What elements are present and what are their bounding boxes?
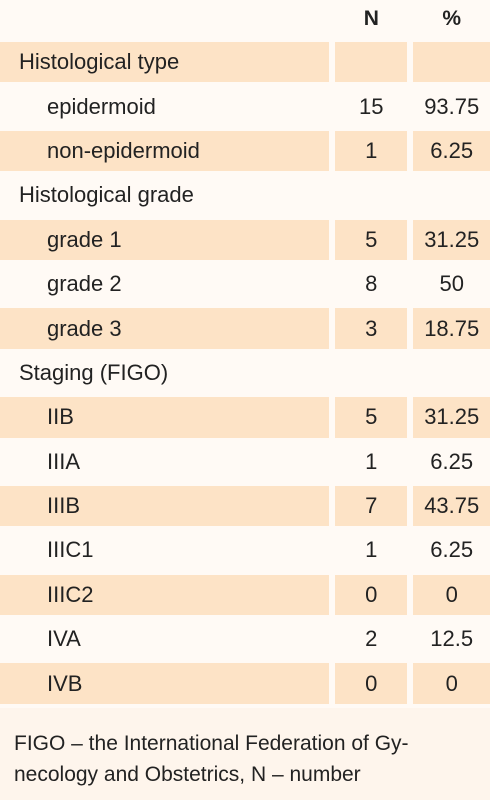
table-body: Histological type epidermoid 15 93.75 non-ep… — [0, 42, 490, 704]
row-label: IIIC2 — [0, 574, 330, 616]
value-cell — [413, 42, 490, 83]
row-label: grade 1 — [0, 219, 330, 260]
value-cell: 8 — [365, 271, 378, 297]
data-row: grade 1 5 31.25 — [0, 219, 490, 260]
value-cell — [413, 175, 490, 215]
row-label: epidermoid — [47, 93, 156, 119]
data-row: IIIC1 1 6.25 — [0, 530, 490, 570]
value-cell: 6.25 — [413, 130, 490, 172]
header-cell: N — [363, 7, 379, 30]
value-cell: 0 — [335, 574, 408, 616]
header-row: N % — [0, 0, 490, 38]
value-cell: 12.5 — [430, 626, 474, 652]
data-table: N % Histological type epidermoid 15 93.75 no… — [0, 0, 490, 704]
value-cell: 93.75 — [424, 93, 480, 119]
footnote: FIGO – the International Federation of G… — [14, 728, 409, 790]
data-row: epidermoid 15 93.75 — [0, 86, 490, 126]
data-row: grade 3 3 18.75 — [0, 308, 490, 349]
value-cell: 18.75 — [413, 308, 490, 349]
value-cell: 31.25 — [413, 219, 490, 260]
data-row: IIIC2 0 0 — [0, 574, 490, 616]
footnote-line: necology and Obstetrics, N – number — [14, 763, 361, 786]
value-cell: 3 — [335, 308, 408, 349]
value-cell: 0 — [413, 574, 490, 616]
value-cell: 6.25 — [430, 537, 474, 563]
row-label: IIIC1 — [47, 537, 94, 563]
header-cell: % — [442, 7, 462, 30]
value-cell: 6.25 — [430, 448, 474, 474]
data-row: IIIA 1 6.25 — [0, 442, 490, 482]
section-row: Histological type — [0, 42, 490, 83]
row-label: Staging (FIGO) — [19, 359, 169, 385]
section-row: Histological grade — [0, 175, 490, 215]
value-cell: 1 — [365, 537, 378, 563]
row-label: IVB — [0, 663, 330, 704]
value-cell: 1 — [365, 448, 378, 474]
row-label: Histological type — [0, 42, 330, 83]
data-row: IVA 2 12.5 — [0, 619, 490, 659]
value-cell: 43.75 — [413, 485, 490, 527]
value-cell: 5 — [335, 397, 408, 438]
data-row: IIIB 7 43.75 — [0, 485, 490, 527]
value-cell: 0 — [335, 663, 408, 704]
data-row: non-epidermoid 1 6.25 — [0, 130, 490, 172]
section-row: Staging (FIGO) — [0, 353, 490, 393]
value-cell — [413, 353, 490, 393]
value-cell — [335, 353, 407, 393]
value-cell: 15 — [359, 93, 384, 119]
data-row: grade 2 8 50 — [0, 264, 490, 304]
value-cell: 7 — [335, 485, 408, 527]
row-label: grade 3 — [0, 308, 330, 349]
value-cell — [335, 42, 408, 83]
footnote-line: FIGO – the International Federation of G… — [14, 732, 409, 755]
value-cell: 0 — [413, 663, 490, 704]
value-cell: 5 — [335, 219, 408, 260]
value-cell: 1 — [335, 130, 408, 172]
row-label: Histological grade — [19, 182, 194, 208]
row-label: grade 2 — [47, 271, 122, 297]
value-cell — [335, 175, 407, 215]
row-label: non-epidermoid — [0, 130, 330, 172]
value-cell: 2 — [365, 626, 378, 652]
row-label: IVA — [47, 626, 81, 652]
value-cell: 50 — [439, 271, 464, 297]
header-label — [0, 0, 329, 38]
row-label: IIB — [0, 397, 330, 438]
data-row: IIB 5 31.25 — [0, 397, 490, 438]
row-label: IIIB — [0, 485, 330, 527]
data-row: IVB 0 0 — [0, 663, 490, 704]
row-label: IIIA — [47, 448, 81, 474]
value-cell: 31.25 — [413, 397, 490, 438]
